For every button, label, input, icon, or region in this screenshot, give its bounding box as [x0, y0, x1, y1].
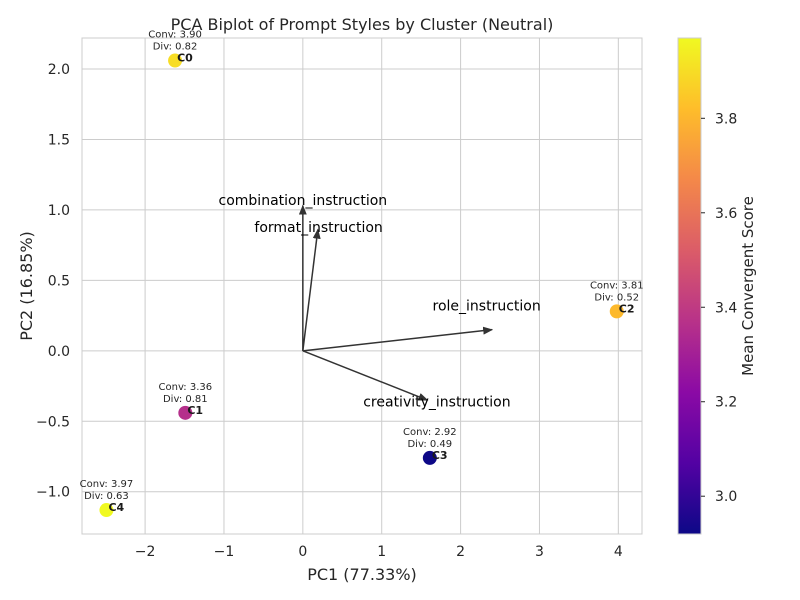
axis-ticks: −2 −1 0 1 2 3 4 −1.0 −0.5 0.0 0.5 1.0 1.5 2.0 — [36, 62, 623, 560]
x-tick-label: 4 — [614, 544, 623, 560]
loading-label: combination_instruction — [219, 193, 388, 209]
y-tick-label: −0.5 — [36, 414, 70, 430]
colorbar-tick-label: 3.6 — [715, 206, 737, 222]
cluster-point — [422, 450, 437, 465]
cluster-label: C3 — [432, 449, 448, 462]
x-tick-label: −2 — [135, 544, 156, 560]
colorbar-gradient — [677, 37, 702, 535]
cluster-point — [99, 503, 114, 518]
cluster-label: C2 — [619, 302, 635, 315]
cluster-point — [178, 405, 193, 420]
x-tick-label: 0 — [298, 544, 307, 560]
cluster-annotation-conv: Conv: 3.36 — [159, 382, 213, 393]
cluster-annotation-conv: Conv: 3.90 — [148, 30, 202, 41]
y-tick-label: 2.0 — [48, 62, 70, 78]
y-tick-label: −1.0 — [36, 485, 70, 501]
chart-title: PCA Biplot of Prompt Styles by Cluster (… — [171, 15, 554, 34]
y-axis-label: PC2 (16.85%) — [17, 231, 36, 341]
cluster-point — [168, 53, 183, 68]
x-tick-label: 2 — [456, 544, 465, 560]
loading-arrow — [302, 228, 321, 351]
colorbar: 3.0 3.2 3.4 3.6 3.8 — [677, 37, 737, 535]
cluster-annotation-div: Div: 0.49 — [407, 439, 452, 450]
colorbar-tick-label: 3.2 — [715, 395, 737, 411]
x-tick-label: 1 — [377, 544, 386, 560]
x-tick-label: 3 — [535, 544, 544, 560]
cluster-annotation-div: Div: 0.63 — [84, 491, 129, 502]
cluster-label: C0 — [177, 52, 193, 65]
y-tick-label: 0.0 — [48, 344, 70, 360]
cluster-annotation-div: Div: 0.81 — [163, 394, 208, 405]
loading-label: role_instruction — [433, 299, 541, 315]
loading-label: creativity_instruction — [363, 395, 510, 411]
cluster-label: C4 — [108, 501, 124, 514]
cluster-point — [609, 304, 624, 319]
cluster-annotation-div: Div: 0.52 — [594, 292, 639, 303]
loading-arrow — [302, 350, 429, 401]
loading-vectors: combination_instruction format_instructio… — [219, 193, 541, 410]
plot-frame — [81, 37, 643, 535]
y-tick-label: 0.5 — [48, 273, 70, 289]
colorbar-tick-label: 3.8 — [715, 111, 737, 127]
grid-lines — [82, 38, 642, 534]
colorbar-tick-label: 3.4 — [715, 300, 737, 316]
cluster-annotation-div: Div: 0.82 — [153, 42, 198, 53]
cluster-annotation-conv: Conv: 2.92 — [403, 427, 457, 438]
colorbar-label: Mean Convergent Score — [739, 196, 757, 376]
x-tick-label: −1 — [214, 544, 235, 560]
y-tick-label: 1.5 — [48, 132, 70, 148]
cluster-annotation-conv: Conv: 3.81 — [590, 280, 644, 291]
colorbar-tick-label: 3.0 — [715, 489, 737, 505]
cluster-label: C1 — [187, 404, 203, 417]
cluster-annotation-conv: Conv: 3.97 — [80, 479, 134, 490]
plot-area — [81, 37, 643, 535]
x-axis-label: PC1 (77.33%) — [307, 565, 417, 584]
loading-arrow — [302, 326, 494, 352]
loading-label: format_instruction — [254, 220, 382, 236]
y-tick-label: 1.0 — [48, 203, 70, 219]
